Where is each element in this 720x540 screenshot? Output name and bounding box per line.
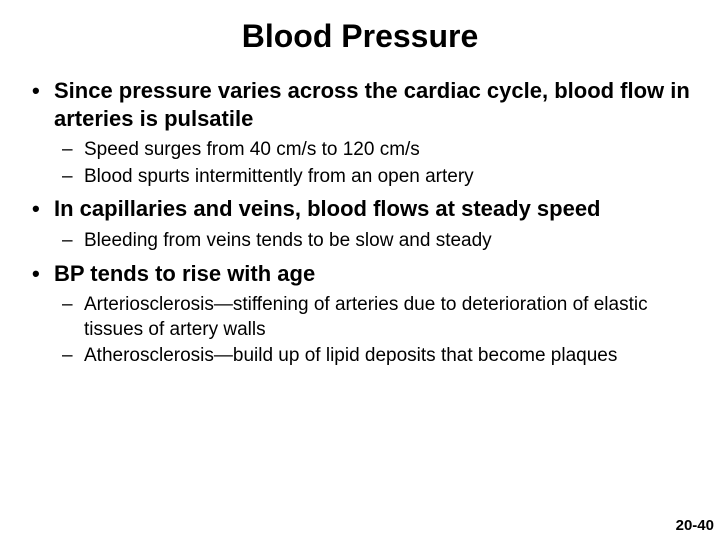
bullet-item: BP tends to rise with age Arterioscleros… — [28, 260, 692, 370]
bullet-list: Since pressure varies across the cardiac… — [28, 77, 692, 369]
sub-bullet-item: Bleeding from veins tends to be slow and… — [54, 229, 692, 254]
sub-bullet-item: Speed surges from 40 cm/s to 120 cm/s — [54, 138, 692, 163]
sub-bullet-list: Bleeding from veins tends to be slow and… — [54, 229, 692, 254]
sub-bullet-item: Atherosclerosis—build up of lipid deposi… — [54, 344, 692, 369]
bullet-item: Since pressure varies across the cardiac… — [28, 77, 692, 189]
bullet-item: In capillaries and veins, blood flows at… — [28, 195, 692, 253]
page-number: 20-40 — [676, 517, 714, 534]
sub-bullet-list: Speed surges from 40 cm/s to 120 cm/s Bl… — [54, 138, 692, 189]
slide-title: Blood Pressure — [28, 18, 692, 55]
sub-bullet-list: Arteriosclerosis—stiffening of arteries … — [54, 293, 692, 369]
sub-bullet-item: Arteriosclerosis—stiffening of arteries … — [54, 293, 692, 342]
slide-container: Blood Pressure Since pressure varies acr… — [0, 0, 720, 369]
bullet-text: BP tends to rise with age — [54, 261, 315, 286]
sub-bullet-item: Blood spurts intermittently from an open… — [54, 165, 692, 190]
bullet-text: Since pressure varies across the cardiac… — [54, 78, 690, 131]
bullet-text: In capillaries and veins, blood flows at… — [54, 196, 601, 221]
